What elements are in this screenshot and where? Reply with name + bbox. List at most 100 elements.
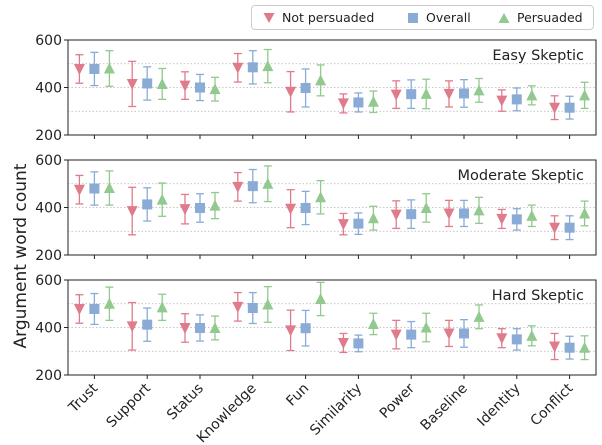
- marker-persuaded: [420, 201, 432, 213]
- marker-persuaded: [156, 77, 168, 89]
- panel-title: Moderate Skeptic: [458, 168, 584, 184]
- legend-label-not-persuaded: Not persuaded: [282, 10, 375, 25]
- marker-not-persuaded: [232, 181, 244, 193]
- marker-persuaded: [526, 89, 538, 101]
- y-tick-label: 400: [35, 201, 62, 217]
- marker-not-persuaded: [232, 301, 244, 313]
- x-tick-label: Identity: [474, 381, 523, 430]
- marker-not-persuaded: [549, 341, 561, 353]
- marker-overall: [406, 89, 417, 100]
- marker-persuaded: [103, 297, 115, 309]
- marker-overall: [564, 222, 575, 233]
- panel-2: 200 400 600 Moderate Skeptic: [35, 153, 597, 264]
- x-tick-label: Conflict: [528, 380, 577, 429]
- marker-not-persuaded: [126, 206, 138, 218]
- marker-not-persuaded: [496, 333, 508, 345]
- marker-persuaded: [367, 95, 379, 107]
- y-tick-label: 600: [35, 273, 62, 289]
- marker-overall: [511, 334, 522, 345]
- marker-not-persuaded: [443, 208, 455, 220]
- marker-overall: [195, 202, 205, 213]
- marker-persuaded: [103, 182, 115, 194]
- marker-not-persuaded: [179, 322, 191, 334]
- triangle-up-icon: [498, 13, 510, 23]
- marker-not-persuaded: [549, 222, 561, 234]
- legend-label-persuaded: Persuaded: [517, 10, 583, 25]
- legend: Not persuaded Overall Persuaded: [251, 5, 594, 30]
- marker-persuaded: [579, 341, 591, 353]
- marker-not-persuaded: [73, 63, 85, 75]
- marker-overall: [564, 342, 575, 353]
- marker-not-persuaded: [443, 88, 455, 100]
- triangle-down-icon: [263, 13, 275, 23]
- marker-overall: [300, 82, 311, 93]
- panel-3: 200 400 600 Hard Skeptic: [35, 273, 597, 384]
- marker-overall: [247, 62, 258, 73]
- marker-persuaded: [579, 207, 591, 219]
- marker-overall: [89, 303, 100, 314]
- marker-persuaded: [262, 298, 274, 310]
- marker-overall: [459, 328, 469, 339]
- marker-not-persuaded: [496, 213, 508, 225]
- marker-overall: [459, 88, 469, 99]
- marker-persuaded: [156, 193, 168, 205]
- x-tick-label: Similarity: [307, 381, 365, 439]
- y-tick-label: 200: [35, 368, 62, 384]
- marker-not-persuaded: [179, 80, 191, 92]
- legend-label-overall: Overall: [426, 10, 471, 25]
- marker-overall: [195, 322, 205, 333]
- marker-overall: [300, 323, 311, 334]
- marker-not-persuaded: [285, 86, 297, 98]
- marker-overall: [406, 209, 417, 220]
- marker-not-persuaded: [337, 98, 349, 110]
- y-tick-label: 600: [35, 33, 62, 49]
- marker-overall: [353, 218, 364, 229]
- marker-overall: [247, 303, 258, 314]
- marker-persuaded: [420, 321, 432, 333]
- y-tick-label: 200: [35, 248, 62, 264]
- marker-not-persuaded: [232, 62, 244, 74]
- y-tick-label: 600: [35, 153, 62, 169]
- marker-persuaded: [209, 83, 221, 95]
- marker-not-persuaded: [337, 219, 349, 231]
- marker-not-persuaded: [126, 78, 138, 90]
- marker-not-persuaded: [443, 328, 455, 340]
- marker-overall: [142, 199, 153, 210]
- marker-persuaded: [526, 209, 538, 221]
- marker-not-persuaded: [285, 325, 297, 337]
- marker-persuaded: [420, 87, 432, 99]
- marker-persuaded: [473, 84, 485, 96]
- y-tick-label: 400: [35, 321, 62, 337]
- marker-persuaded: [103, 62, 115, 74]
- marker-overall: [511, 94, 522, 105]
- x-tick-label: Power: [377, 380, 418, 421]
- marker-not-persuaded: [496, 95, 508, 107]
- marker-overall: [89, 63, 100, 74]
- x-tick-label: Support: [104, 380, 155, 431]
- marker-persuaded: [367, 317, 379, 329]
- x-tick-label: Fun: [283, 381, 312, 410]
- y-axis-label: Argument word count: [11, 163, 31, 348]
- marker-persuaded: [262, 60, 274, 72]
- marker-overall: [459, 208, 469, 219]
- marker-not-persuaded: [390, 329, 402, 341]
- marker-persuaded: [473, 204, 485, 216]
- marker-not-persuaded: [285, 203, 297, 215]
- marker-persuaded: [367, 212, 379, 224]
- marker-overall: [142, 319, 153, 330]
- x-tick-label: Status: [164, 381, 207, 424]
- y-tick-label: 400: [35, 81, 62, 97]
- marker-not-persuaded: [390, 209, 402, 221]
- marker-persuaded: [156, 301, 168, 313]
- marker-not-persuaded: [179, 204, 191, 216]
- marker-not-persuaded: [390, 89, 402, 101]
- x-tick-label: Trust: [65, 380, 101, 416]
- marker-overall: [353, 338, 364, 349]
- marker-overall: [511, 214, 522, 225]
- marker-persuaded: [579, 89, 591, 101]
- panel-title: Easy Skeptic: [492, 48, 584, 64]
- marker-not-persuaded: [73, 303, 85, 315]
- x-tick-label: Baseline: [418, 381, 471, 434]
- marker-overall: [195, 82, 205, 93]
